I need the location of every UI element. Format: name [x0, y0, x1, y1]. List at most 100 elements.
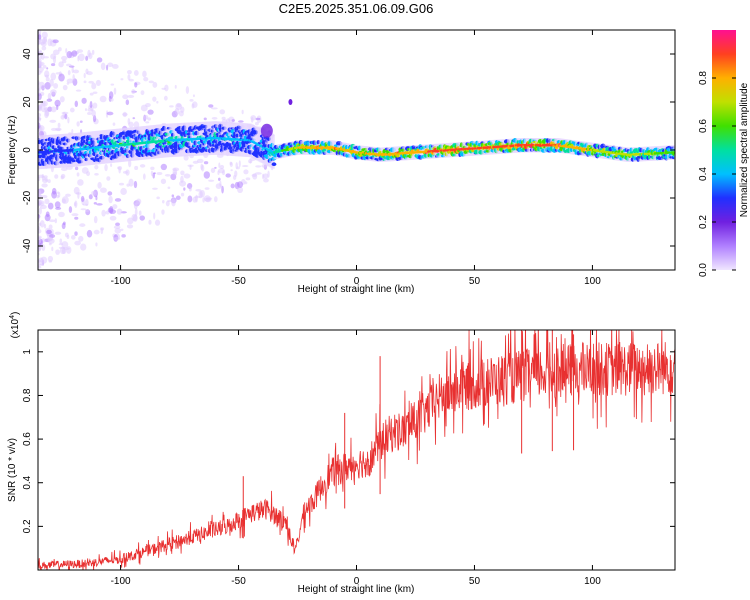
- heatmap-cell: [72, 74, 75, 82]
- x-tick-label: -100: [111, 576, 131, 587]
- heatmap-cell: [91, 110, 96, 117]
- heatmap-cell: [58, 73, 65, 82]
- heatmap-cell: [113, 236, 121, 241]
- heatmap-cell: [192, 196, 197, 203]
- heatmap-cell: [165, 200, 170, 207]
- heatmap-cell: [46, 67, 49, 70]
- heatmap-cell: [38, 228, 42, 234]
- heatmap-cell: [134, 165, 139, 171]
- heatmap-cell: [113, 87, 117, 95]
- heatmap-cell: [59, 96, 65, 103]
- heatmap-cell: [156, 196, 160, 200]
- heatmap-cell: [187, 195, 193, 203]
- heatmap-cell: [65, 47, 68, 54]
- heatmap-cell: [185, 86, 190, 94]
- heatmap-cell: [61, 241, 69, 249]
- heatmap-cell: [68, 206, 73, 214]
- heatmap-cell: [161, 209, 165, 215]
- heatmap-cell: [245, 177, 251, 181]
- heatmap-cell: [67, 116, 70, 124]
- heatmap-cell: [187, 164, 194, 167]
- heatmap-cell: [76, 172, 80, 177]
- heatmap-cell: [110, 83, 115, 86]
- x-tick-label: 50: [469, 576, 481, 587]
- heatmap-cell: [142, 70, 147, 78]
- heatmap-cell: [148, 219, 152, 225]
- heatmap-cell: [54, 231, 62, 235]
- heatmap-cell: [38, 62, 41, 65]
- heatmap-cell: [44, 81, 51, 90]
- heatmap-cell: [114, 198, 122, 202]
- heatmap-cell: [160, 178, 167, 185]
- heatmap-cell: [54, 174, 59, 179]
- heatmap-cell: [44, 110, 49, 119]
- heatmap-cell: [243, 169, 249, 175]
- heatmap-cell: [38, 70, 42, 76]
- heatmap-cell: [230, 183, 235, 189]
- heatmap-cell: [71, 66, 74, 74]
- heatmap-cell: [249, 160, 252, 164]
- heatmap-cell: [236, 166, 240, 170]
- heatmap-cell: [47, 255, 54, 262]
- heatmap-cell: [145, 121, 150, 124]
- heatmap-cell: [47, 106, 53, 112]
- heatmap-cell: [89, 100, 93, 109]
- heatmap-cell: [218, 168, 225, 174]
- heatmap-cell: [41, 31, 48, 39]
- heatmap-cell: [143, 76, 149, 82]
- heatmap-cell: [86, 171, 91, 177]
- heatmap-cell: [241, 165, 249, 168]
- heatmap-cell: [218, 162, 221, 169]
- heatmap-cell: [261, 173, 265, 180]
- heatmap-cell: [106, 111, 114, 116]
- heatmap-cell: [139, 215, 145, 221]
- heatmap-cell: [153, 212, 156, 220]
- heatmap-cell: [78, 235, 84, 242]
- heatmap-cell: [58, 211, 65, 218]
- heatmap-cell: [147, 109, 154, 115]
- y-tick-label: 0.2: [22, 519, 33, 533]
- heatmap-cell: [38, 112, 42, 118]
- heatmap-cell: [76, 121, 80, 127]
- heatmap-cell: [85, 209, 90, 213]
- heatmap-cell: [38, 222, 42, 227]
- y-tick-label: 20: [22, 96, 33, 108]
- heatmap-cell: [46, 98, 53, 102]
- heatmap-cell: [112, 122, 116, 126]
- y-tick-label: 0.6: [22, 432, 33, 446]
- heatmap-cell: [67, 69, 71, 76]
- heatmap-cell: [74, 216, 79, 220]
- heatmap-cell: [55, 249, 60, 255]
- spectrogram-y-label: Frequency (Hz): [7, 116, 18, 185]
- heatmap-cell: [74, 231, 78, 236]
- heatmap-cell: [112, 204, 118, 210]
- heatmap-cell: [131, 89, 136, 95]
- colorbar-ticks: 0.0 0.2 0.4 0.6 0.8: [698, 71, 736, 277]
- heatmap-cell: [152, 81, 158, 88]
- heatmap-cell: [262, 173, 269, 179]
- heatmap-cell: [101, 209, 106, 217]
- heatmap-cell: [47, 38, 53, 47]
- heatmap-cell: [237, 186, 244, 194]
- heatmap-cell: [38, 238, 42, 245]
- heatmap-cell: [38, 176, 41, 182]
- heatmap-cell: [126, 224, 134, 229]
- heatmap-cell: [153, 172, 156, 175]
- heatmap-cell: [120, 78, 124, 81]
- heatmap-cell: [150, 166, 155, 171]
- heatmap-cell: [107, 207, 114, 213]
- y-tick-label: 40: [22, 48, 33, 60]
- heatmap-cell: [156, 100, 159, 104]
- heatmap-cell: [61, 55, 68, 61]
- heatmap-cell: [38, 93, 42, 101]
- heatmap-cell: [133, 180, 138, 189]
- heatmap-cell: [62, 221, 66, 226]
- heatmap-cell: [39, 220, 45, 228]
- heatmap-cell: [93, 201, 97, 205]
- heatmap-cell: [132, 117, 136, 120]
- heatmap-cell: [54, 218, 57, 224]
- heatmap-cell: [162, 200, 165, 204]
- heatmap-cell: [230, 169, 233, 172]
- heatmap-cell: [85, 55, 89, 61]
- heatmap-cell: [92, 91, 98, 95]
